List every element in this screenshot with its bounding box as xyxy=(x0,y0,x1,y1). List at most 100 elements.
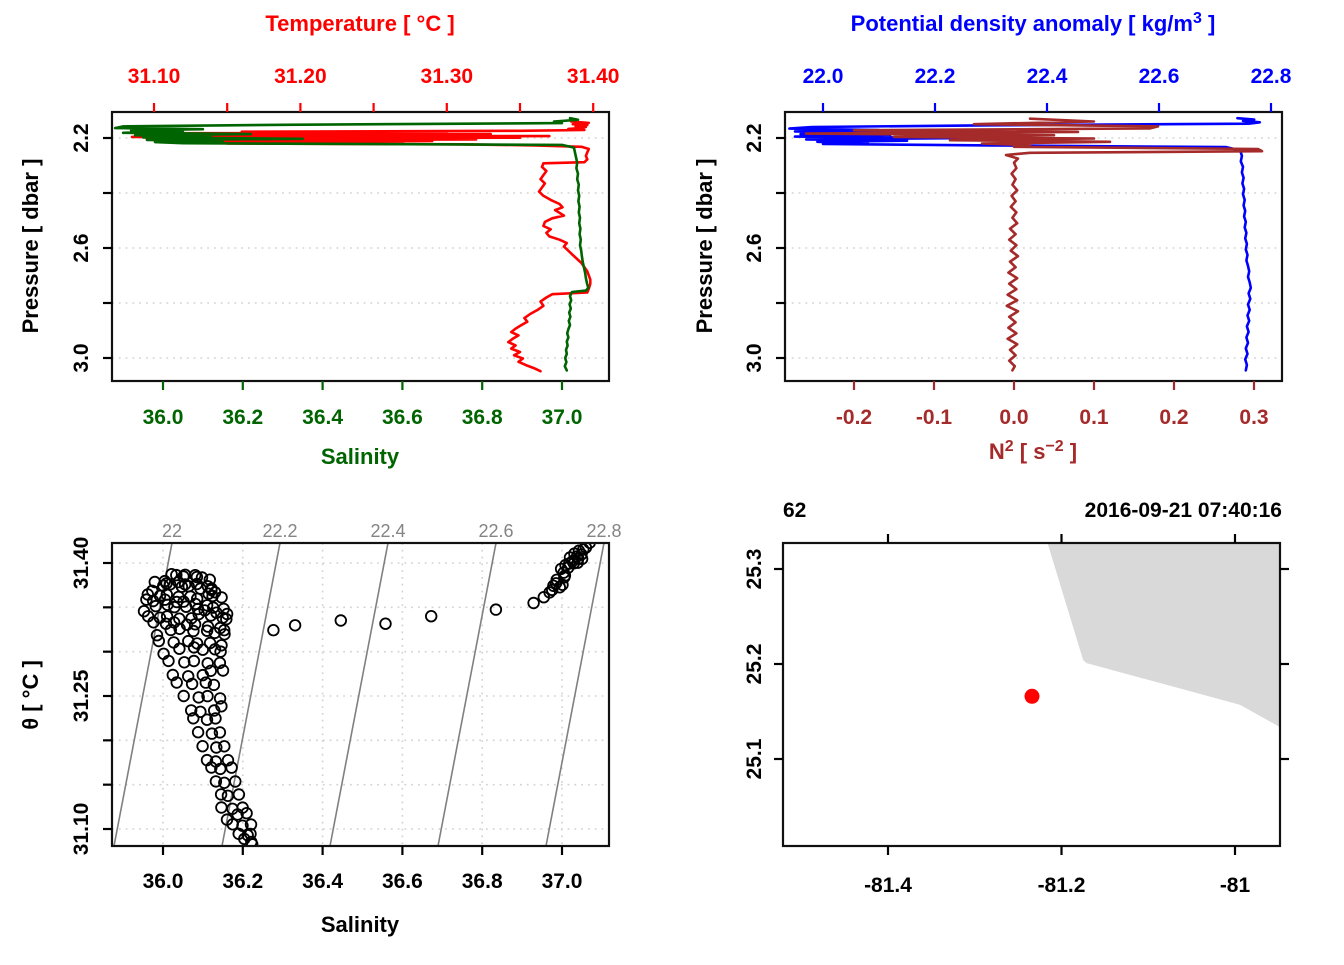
scatter-point xyxy=(192,691,205,704)
plot-frame xyxy=(110,541,611,848)
scatter-point xyxy=(215,700,228,713)
scatter-point xyxy=(187,641,201,654)
scatter-point xyxy=(208,643,222,656)
scatter-point xyxy=(240,807,253,820)
scatter-point xyxy=(209,712,222,725)
pressure-tick-label: 2.6 xyxy=(70,233,93,262)
pressure-tick-label: 2.6 xyxy=(743,233,766,262)
scatter-point xyxy=(546,583,559,597)
scatter-point xyxy=(288,619,302,632)
scatter-point xyxy=(177,689,190,703)
scatter-point xyxy=(196,643,210,656)
scatter-point xyxy=(187,712,200,725)
salinity-tick-label: 36.2 xyxy=(222,406,263,429)
n2-tick-label: 0.0 xyxy=(999,406,1028,429)
scatter-point xyxy=(147,616,160,629)
scatter-point xyxy=(379,617,392,630)
n2-tick-label: -0.2 xyxy=(836,406,872,429)
scatter-point xyxy=(210,741,223,754)
pressure-tick-label: 3.0 xyxy=(70,343,93,372)
scatter-point xyxy=(213,656,227,670)
salinity-profile-line xyxy=(113,116,590,372)
plot-frame xyxy=(781,541,1282,848)
scatter-point xyxy=(185,677,199,691)
scatter-point xyxy=(232,788,246,801)
scatter-point xyxy=(194,705,207,719)
scatter-point xyxy=(191,726,205,739)
isopycnal-label: 22.4 xyxy=(370,521,405,541)
scatter-point xyxy=(246,838,259,846)
salinity-tick-label: 36.8 xyxy=(462,406,503,429)
panel-profile-temperature-salinity: 31.10 31.20 31.30 31.40 36.0 36.2 36.4 36.6 36.8… xyxy=(70,65,619,429)
n2-tick-label: 0.2 xyxy=(1159,406,1188,429)
density-tick-label: 22.6 xyxy=(1139,65,1180,88)
scatter-point xyxy=(267,624,280,637)
scatter-point xyxy=(199,676,213,689)
scatter-point xyxy=(209,775,223,788)
scatter-point xyxy=(218,628,231,641)
scatter-point xyxy=(149,599,163,613)
pressure-axis-title-left: Pressure [ dbar ] xyxy=(18,159,43,334)
scatter-point xyxy=(150,629,164,642)
scatter-point xyxy=(216,664,230,677)
salinity-tick-label: 36.6 xyxy=(382,870,423,893)
salinity-tick-label: 36.4 xyxy=(302,870,343,893)
scatter-point xyxy=(575,552,589,566)
station-number: 62 xyxy=(783,499,806,522)
salinity-tick-label: 37.0 xyxy=(542,870,583,893)
pressure-tick-label: 3.0 xyxy=(743,343,766,372)
isopycnal-label: 22.8 xyxy=(586,521,621,541)
temperature-tick-label: 31.20 xyxy=(274,65,327,88)
longitude-tick-label: -81 xyxy=(1220,874,1251,897)
scatter-point xyxy=(527,596,540,610)
isopycnal-line xyxy=(437,543,497,846)
scatter-point xyxy=(187,624,200,638)
scatter-point xyxy=(164,623,178,637)
theta-tick-label: 31.10 xyxy=(70,803,93,856)
scatter-point xyxy=(489,603,503,616)
salinity-tick-label: 36.4 xyxy=(302,406,343,429)
scatter-point xyxy=(200,713,214,726)
scatter-point xyxy=(204,609,218,622)
isopycnal-label: 22 xyxy=(162,521,182,541)
salinity-tick-label: 36.0 xyxy=(143,870,184,893)
scatter-point xyxy=(244,818,258,831)
pressure-tick-label: 2.2 xyxy=(70,123,93,152)
scatter-point xyxy=(213,726,227,739)
longitude-tick-label: -81.4 xyxy=(864,874,912,897)
theta-tick-label: 31.40 xyxy=(70,537,93,590)
scatter-point xyxy=(425,610,438,623)
scatter-point xyxy=(184,704,198,717)
pressure-tick-label: 2.2 xyxy=(743,123,766,152)
scatter-point xyxy=(191,602,205,616)
ts-scatter xyxy=(137,543,596,846)
temperature-tick-label: 31.40 xyxy=(567,65,620,88)
scatter-point xyxy=(205,727,219,740)
scatter-point xyxy=(188,618,202,631)
temperature-tick-label: 31.30 xyxy=(421,65,474,88)
scatter-point xyxy=(215,801,228,814)
scatter-point xyxy=(170,676,183,689)
scatter-point xyxy=(206,589,219,603)
scatter-point xyxy=(152,634,166,648)
scatter-point xyxy=(231,808,244,821)
density-tick-label: 22.2 xyxy=(915,65,956,88)
n2-profile-line xyxy=(804,117,1264,372)
scatter-point xyxy=(204,664,218,678)
scatter-point xyxy=(168,600,181,614)
isopycnal-label: 22.2 xyxy=(262,521,297,541)
scatter-point xyxy=(201,657,214,670)
scatter-point xyxy=(577,543,590,556)
scatter-point xyxy=(200,624,214,637)
salinity-tick-label: 36.6 xyxy=(382,406,423,429)
salinity-axis-title-ts: Salinity xyxy=(321,912,400,937)
density-axis-title: Potential density anomaly [ kg/m3 ] xyxy=(851,10,1216,36)
scatter-point xyxy=(229,775,242,788)
scatter-point xyxy=(201,689,214,703)
salinity-tick-label: 37.0 xyxy=(542,406,583,429)
isopycnal-lines xyxy=(113,543,605,846)
density-profile-line xyxy=(788,116,1262,372)
scatter-point xyxy=(334,614,348,627)
scatter-point xyxy=(170,568,183,582)
